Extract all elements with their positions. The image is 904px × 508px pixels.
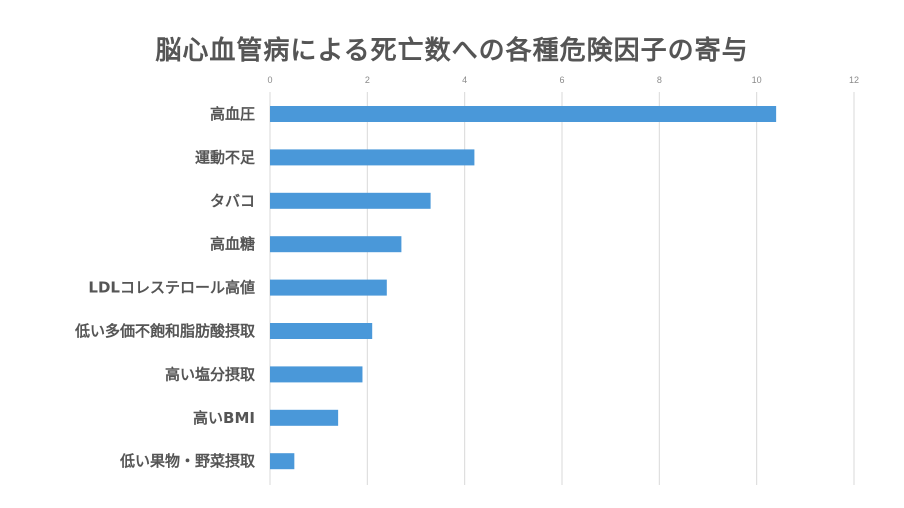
category-label: 高いBMI <box>193 409 255 427</box>
x-tick-label: 4 <box>462 75 467 85</box>
category-label: 低い果物・野菜摂取 <box>119 452 256 470</box>
category-label: 高い塩分摂取 <box>165 365 256 383</box>
bar <box>270 192 431 209</box>
bar <box>270 409 339 426</box>
chart-title: 脳心血管病による死亡数への各種危険因子の寄与 <box>155 36 749 66</box>
category-label: LDLコレステロール高値 <box>88 279 255 297</box>
category-label: タバコ <box>210 192 255 210</box>
bar <box>270 149 475 166</box>
bars <box>270 106 777 470</box>
category-label: 高血糖 <box>210 235 255 253</box>
category-label: 高血圧 <box>210 105 255 123</box>
category-label: 運動不足 <box>195 148 256 166</box>
bar <box>270 106 777 122</box>
category-label: 低い多価不飽和脂肪酸摂取 <box>74 322 256 340</box>
x-tick-label: 12 <box>849 75 859 85</box>
x-tick-label: 8 <box>657 75 662 85</box>
bar <box>270 453 295 470</box>
bar <box>270 236 402 253</box>
bar <box>270 323 373 339</box>
x-tick-label: 2 <box>365 75 370 85</box>
x-tick-label: 10 <box>752 75 762 85</box>
bar <box>270 279 387 296</box>
x-tick-label: 0 <box>267 75 272 85</box>
x-axis-ticks: 0 2 4 6 8 10 12 <box>267 75 859 85</box>
bar <box>270 366 363 383</box>
x-tick-label: 6 <box>559 75 564 85</box>
